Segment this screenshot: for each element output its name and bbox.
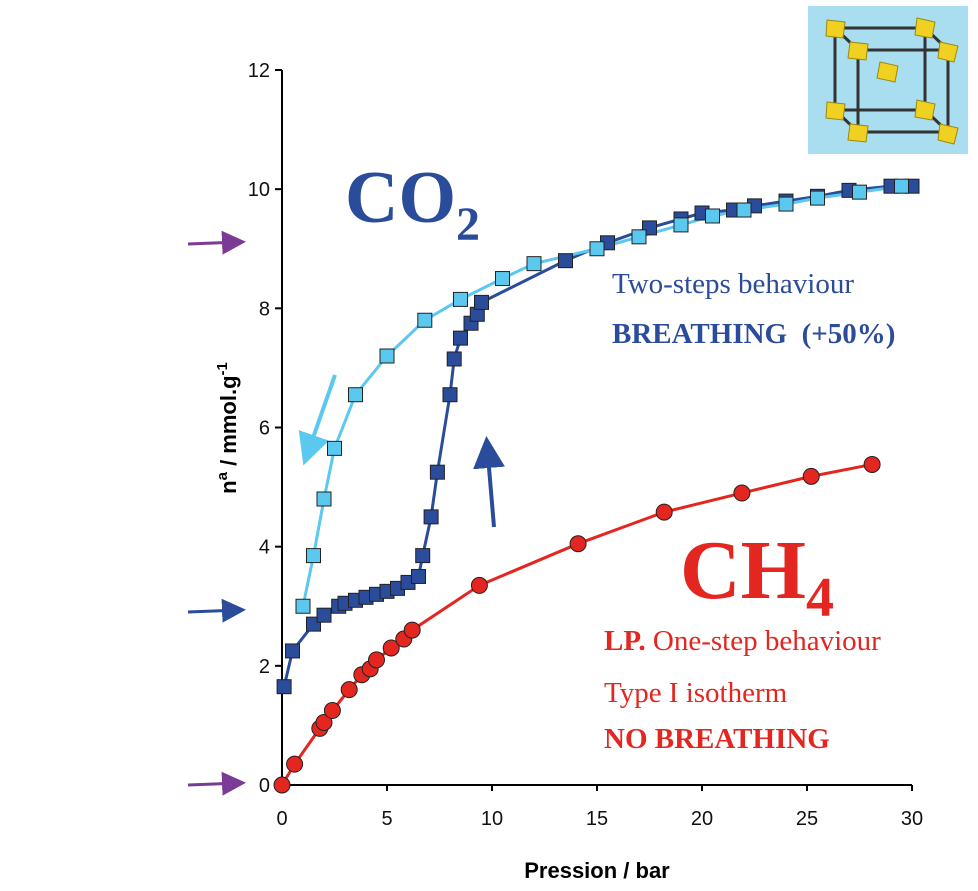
gas-label: CH4 xyxy=(680,524,834,629)
data-point xyxy=(412,569,426,583)
data-point xyxy=(277,680,291,694)
x-tick-label: 5 xyxy=(381,808,392,830)
annotation: Two-steps behaviour xyxy=(612,268,854,300)
data-point xyxy=(286,644,300,658)
data-point xyxy=(803,468,819,484)
x-tick-label: 10 xyxy=(481,808,503,830)
data-point xyxy=(418,313,432,327)
data-point xyxy=(737,203,751,217)
data-point xyxy=(527,257,541,271)
annotation: LP. One-step behaviour xyxy=(604,625,881,657)
data-point xyxy=(454,292,468,306)
data-point xyxy=(864,456,880,472)
x-tick-label: 30 xyxy=(901,808,923,830)
data-point xyxy=(307,549,321,563)
y-tick-label: 6 xyxy=(259,418,270,440)
data-point xyxy=(341,682,357,698)
data-point xyxy=(274,777,290,793)
data-point xyxy=(369,652,385,668)
y-tick-label: 2 xyxy=(259,656,270,678)
arrow xyxy=(487,444,494,527)
data-point xyxy=(349,388,363,402)
data-point xyxy=(317,608,331,622)
y-tick-label: 8 xyxy=(259,298,270,320)
annotation: BREATHING (+50%) xyxy=(612,318,895,350)
y-tick-label: 10 xyxy=(248,179,270,201)
data-point xyxy=(317,492,331,506)
data-point xyxy=(416,549,430,563)
y-axis-title: na / mmol.g-1 xyxy=(214,362,241,494)
data-point xyxy=(475,295,489,309)
chart: CO2 CH4 Two-steps behaviour BREATHING (+… xyxy=(0,0,978,891)
x-tick-label: 0 xyxy=(276,808,287,830)
mof-structure-image xyxy=(808,6,968,154)
x-axis-title: Pression / bar xyxy=(524,858,670,883)
data-point xyxy=(454,331,468,345)
arrow xyxy=(188,242,240,244)
data-point xyxy=(656,504,672,520)
annotation: NO BREATHING xyxy=(604,723,830,755)
data-point xyxy=(853,185,867,199)
data-point xyxy=(380,349,394,363)
gas-label: CO2 xyxy=(345,157,480,251)
y-tick-label: 4 xyxy=(259,537,270,559)
annotation: Type I isotherm xyxy=(604,677,788,709)
data-point xyxy=(287,756,303,772)
x-tick-label: 20 xyxy=(691,808,713,830)
data-point xyxy=(471,577,487,593)
data-point xyxy=(430,465,444,479)
arrow xyxy=(188,610,240,612)
data-point xyxy=(447,352,461,366)
data-point xyxy=(424,510,438,524)
x-tick-label: 25 xyxy=(796,808,818,830)
y-tick-label: 12 xyxy=(248,60,270,82)
data-point xyxy=(570,536,586,552)
data-point xyxy=(559,254,573,268)
data-point xyxy=(706,209,720,223)
data-point xyxy=(328,441,342,455)
data-point xyxy=(443,388,457,402)
data-point xyxy=(590,242,604,256)
x-tick-label: 15 xyxy=(586,808,608,830)
data-point xyxy=(734,485,750,501)
data-point xyxy=(895,179,909,193)
data-point xyxy=(811,191,825,205)
data-point xyxy=(496,272,510,286)
y-tick-label: 0 xyxy=(259,775,270,797)
data-point xyxy=(296,599,310,613)
data-point xyxy=(324,703,340,719)
arrow xyxy=(188,783,240,785)
data-point xyxy=(779,197,793,211)
data-point xyxy=(632,230,646,244)
data-point xyxy=(674,218,688,232)
data-point xyxy=(404,622,420,638)
